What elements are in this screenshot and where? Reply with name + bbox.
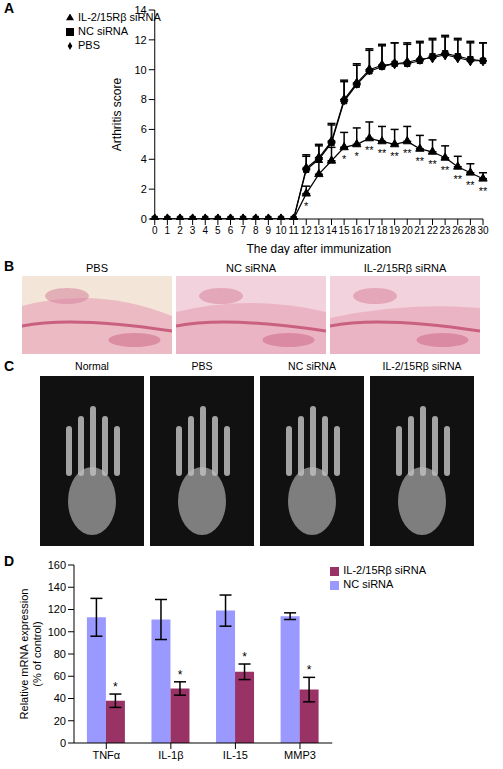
- svg-text:TNFα: TNFα: [92, 749, 120, 761]
- svg-text:18: 18: [376, 225, 388, 236]
- svg-text:**: **: [390, 150, 399, 162]
- svg-text:30: 30: [477, 225, 489, 236]
- svg-text:14: 14: [135, 4, 147, 16]
- svg-text:**: **: [441, 164, 450, 176]
- svg-text:*: *: [242, 650, 247, 664]
- svg-text:*: *: [355, 150, 360, 162]
- svg-text:**: **: [428, 158, 437, 170]
- svg-text:17: 17: [364, 225, 376, 236]
- svg-text:23: 23: [440, 225, 452, 236]
- svg-text:2: 2: [141, 183, 147, 195]
- svg-text:5: 5: [215, 225, 221, 236]
- svg-text:MMP3: MMP3: [284, 749, 316, 761]
- svg-text:80: 80: [54, 648, 66, 660]
- svg-text:60: 60: [54, 670, 66, 682]
- svg-text:19: 19: [389, 225, 401, 236]
- svg-text:100: 100: [48, 626, 66, 638]
- svg-text:16: 16: [351, 225, 363, 236]
- svg-text:10: 10: [135, 64, 147, 76]
- svg-text:**: **: [416, 155, 425, 167]
- svg-text:Arthritis score: Arthritis score: [110, 78, 124, 152]
- svg-text:15: 15: [339, 225, 351, 236]
- svg-text:4: 4: [141, 153, 147, 165]
- svg-text:14: 14: [326, 225, 338, 236]
- svg-text:21: 21: [414, 225, 426, 236]
- svg-text:*: *: [307, 663, 312, 677]
- svg-text:8: 8: [141, 93, 147, 105]
- svg-text:**: **: [378, 147, 387, 159]
- svg-text:120: 120: [48, 603, 66, 615]
- svg-text:10: 10: [275, 225, 287, 236]
- svg-text:*: *: [342, 153, 347, 165]
- svg-text:1: 1: [165, 225, 171, 236]
- svg-text:The day after immunization: The day after immunization: [247, 242, 392, 255]
- svg-text:0: 0: [152, 225, 158, 236]
- svg-text:20: 20: [402, 225, 414, 236]
- svg-text:28: 28: [465, 225, 477, 236]
- svg-text:**: **: [403, 147, 412, 159]
- svg-text:7: 7: [240, 225, 246, 236]
- svg-text:IL-15: IL-15: [223, 749, 248, 761]
- svg-text:9: 9: [266, 225, 272, 236]
- svg-text:**: **: [453, 173, 462, 185]
- svg-text:160: 160: [48, 559, 66, 571]
- svg-text:**: **: [479, 185, 488, 197]
- svg-text:0: 0: [60, 737, 66, 749]
- svg-text:*: *: [113, 680, 118, 694]
- svg-text:IL-1β: IL-1β: [158, 749, 183, 761]
- svg-text:40: 40: [54, 692, 66, 704]
- svg-text:26: 26: [452, 225, 464, 236]
- svg-text:8: 8: [253, 225, 259, 236]
- svg-text:Relative mRNA expression(% of: Relative mRNA expression(% of control): [18, 589, 43, 720]
- svg-text:3: 3: [190, 225, 196, 236]
- svg-text:**: **: [365, 144, 374, 156]
- svg-text:0: 0: [141, 213, 147, 225]
- svg-text:4: 4: [202, 225, 208, 236]
- svg-text:11: 11: [288, 225, 299, 236]
- svg-text:140: 140: [48, 581, 66, 593]
- svg-text:12: 12: [301, 225, 313, 236]
- svg-text:2: 2: [177, 225, 183, 236]
- svg-text:6: 6: [141, 123, 147, 135]
- svg-text:22: 22: [427, 225, 439, 236]
- svg-text:**: **: [466, 179, 475, 191]
- svg-text:6: 6: [228, 225, 234, 236]
- svg-text:20: 20: [54, 715, 66, 727]
- svg-text:13: 13: [313, 225, 325, 236]
- svg-text:*: *: [178, 668, 183, 682]
- svg-text:12: 12: [135, 34, 147, 46]
- svg-text:*: *: [304, 200, 309, 212]
